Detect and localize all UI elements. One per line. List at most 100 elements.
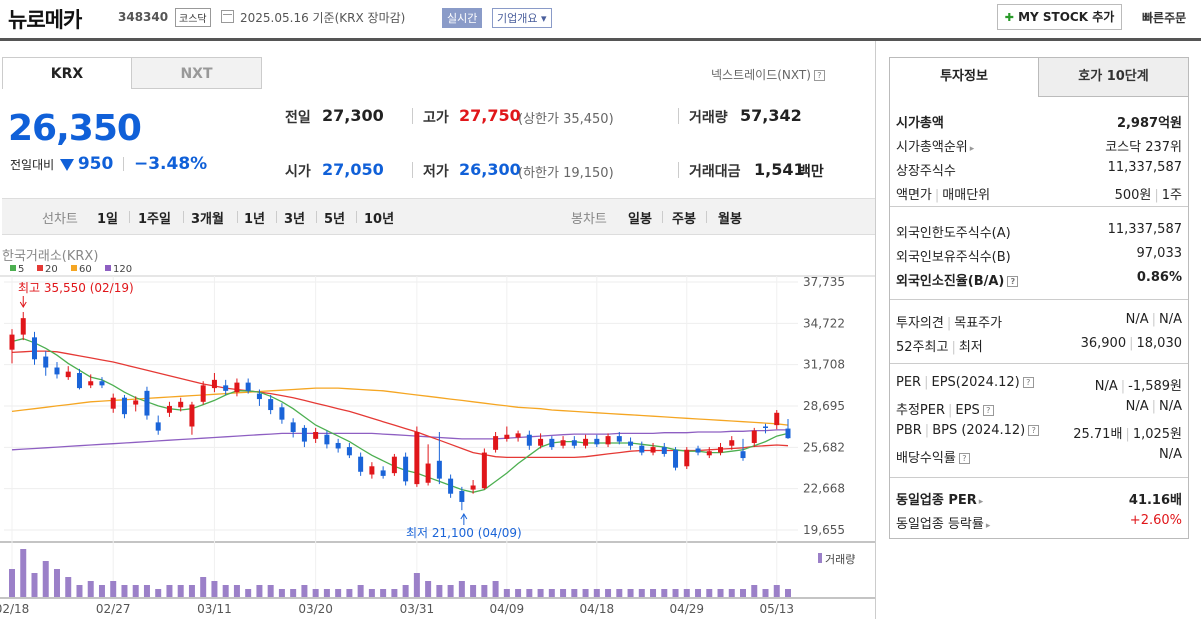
prev-close-value: 27,300	[322, 106, 384, 125]
divider	[412, 162, 413, 178]
amount-unit: 백만	[798, 164, 824, 180]
ma-legend-label: 60	[79, 264, 92, 275]
candle-body	[583, 438, 589, 446]
candle-body	[695, 448, 701, 453]
period-3m[interactable]: 3개월	[191, 212, 224, 227]
help-icon[interactable]: ?	[1022, 377, 1034, 388]
info-key: 외국인소진율(B/A)?	[896, 270, 1019, 289]
candle-body	[268, 399, 274, 411]
candle-body	[65, 371, 71, 378]
candle-body	[504, 434, 510, 439]
help-icon[interactable]: ?	[1007, 276, 1019, 287]
candle-body	[279, 407, 285, 420]
candle-body	[425, 463, 431, 483]
company-overview-dropdown[interactable]: 기업개요 ▾	[492, 8, 552, 28]
candle-body	[718, 447, 724, 453]
tab-nxt[interactable]: NXT	[131, 57, 262, 89]
divider	[316, 211, 317, 223]
help-icon[interactable]: ?	[958, 453, 970, 464]
info-value: +2.60%	[1129, 513, 1182, 528]
lower-limit: (하한가 19,150)	[518, 166, 614, 181]
volume-bar	[346, 589, 353, 597]
period-10y[interactable]: 10년	[364, 212, 395, 227]
candle-body	[20, 318, 26, 335]
volume-bar	[537, 589, 544, 597]
info-row-rows1-1[interactable]: 시가총액순위 ▸ 코스닥 237위	[896, 136, 1182, 156]
nextrade-label: 넥스트레이드(NXT)	[711, 68, 811, 82]
x-tick-label: 04/18	[580, 602, 615, 616]
candle-body	[313, 431, 319, 439]
volume-value: 57,342	[740, 106, 802, 125]
candle-body	[380, 470, 386, 476]
volume-bar	[110, 581, 117, 597]
candle-body	[369, 466, 375, 475]
period-1w[interactable]: 1주일	[138, 212, 171, 227]
quick-order-button[interactable]: 빠른주문	[1142, 11, 1187, 25]
volume-bar	[773, 585, 780, 597]
period-3y[interactable]: 3년	[284, 212, 306, 227]
volume-legend-swatch	[818, 553, 822, 563]
line-chart-label: 선차트	[42, 212, 78, 227]
period-5y[interactable]: 5년	[324, 212, 346, 227]
info-key: 액면가 | 매매단위	[896, 188, 991, 203]
ma120-line	[11, 429, 788, 451]
volume-bar	[481, 585, 488, 597]
candle-weekly[interactable]: 주봉	[672, 212, 696, 227]
add-my-stock-button[interactable]: ✚ MY STOCK 추가	[997, 4, 1122, 30]
help-icon[interactable]: ?	[813, 70, 825, 81]
volume-bar	[222, 585, 229, 597]
x-tick-label: 03/20	[298, 602, 333, 616]
tab-investment-info[interactable]: 투자정보	[889, 57, 1039, 97]
volume-bar	[53, 569, 60, 597]
tab-krx[interactable]: KRX	[2, 57, 132, 89]
volume-bar	[560, 589, 567, 597]
low-annotation: 최저 21,100 (04/09)	[406, 526, 522, 540]
volume-bar	[458, 581, 465, 597]
help-icon[interactable]: ?	[1028, 425, 1040, 436]
tab-order-book[interactable]: 호가 10단계	[1038, 57, 1189, 97]
volume-bar	[785, 589, 791, 597]
period-1y[interactable]: 1년	[244, 212, 266, 227]
candle-body	[560, 440, 566, 446]
volume-bar	[380, 589, 387, 597]
x-tick-label: 05/13	[759, 602, 794, 616]
info-key: 상장주식수	[896, 164, 956, 179]
plus-icon: ✚	[1004, 11, 1014, 24]
volume-bar	[650, 589, 657, 597]
candle-monthly[interactable]: 월봉	[718, 212, 742, 227]
divider	[662, 211, 663, 223]
candle-body	[301, 427, 307, 442]
volume-bar	[627, 589, 634, 597]
info-key: 시가총액순위 ▸	[896, 140, 975, 155]
volume-bar	[470, 585, 477, 597]
info-value: N/A | N/A	[1125, 399, 1182, 414]
help-icon[interactable]: ?	[982, 405, 994, 416]
candle-body	[661, 447, 667, 454]
candle-body	[605, 436, 611, 445]
info-row-rows5-0[interactable]: 동일업종 PER ▸ 41.16배	[896, 489, 1182, 509]
candle-body	[414, 431, 420, 485]
info-key: PBR | BPS (2024.12)?	[896, 423, 1040, 438]
info-value: 0.86%	[1136, 270, 1182, 285]
candle-body	[166, 405, 172, 413]
info-value: 97,033	[1136, 246, 1183, 261]
price-chart[interactable]: 한국거래소(KRX)5 20 60 120 37,735 34,722 31,708 28,6…	[0, 240, 876, 619]
nextrade-link[interactable]: 넥스트레이드(NXT)?	[711, 66, 825, 83]
candle-body	[200, 385, 206, 402]
info-row-rows5-1[interactable]: 동일업종 등락률 ▸ +2.60%	[896, 513, 1182, 533]
ma-legend-label: 20	[45, 264, 58, 275]
candle-body	[155, 422, 161, 431]
volume-bar	[166, 585, 173, 597]
realtime-button[interactable]: 실시간	[442, 8, 483, 28]
candle-body	[335, 442, 341, 449]
info-row-rows2-0: 외국인한도주식수(A) 11,337,587	[896, 222, 1182, 242]
candle-body	[189, 404, 195, 427]
period-1d[interactable]: 1일	[97, 212, 119, 227]
candle-body	[549, 438, 555, 448]
candle-body	[324, 434, 330, 445]
candle-daily[interactable]: 일봉	[628, 212, 652, 227]
stock-code: 348340	[118, 10, 169, 24]
diff-value: 950	[77, 154, 114, 174]
candle-body	[729, 440, 735, 446]
candle-body	[403, 456, 409, 482]
